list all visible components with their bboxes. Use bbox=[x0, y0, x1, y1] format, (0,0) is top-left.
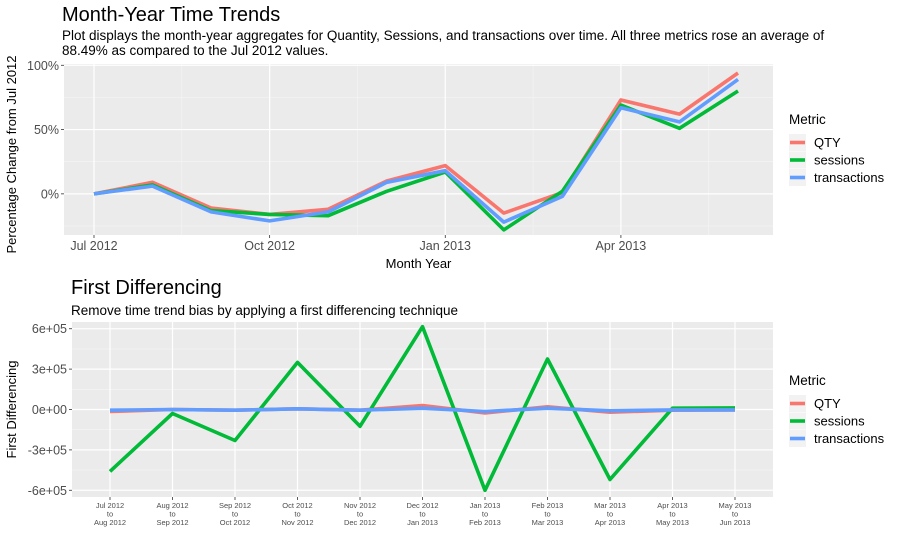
diff-x-tick-label: Feb 2013 bbox=[532, 501, 564, 510]
diff-x-tick-label: Jun 2013 bbox=[720, 518, 751, 527]
diff-x-tick-label: to bbox=[669, 510, 675, 519]
trend-chart-title: Month-Year Time Trends bbox=[62, 4, 280, 26]
trend-series-line-qty bbox=[93, 71, 740, 217]
trend-y-axis-title: Percentage Change from Jul 2012 bbox=[4, 55, 19, 253]
trend-legend-label: transactions bbox=[814, 170, 885, 185]
trend-x-tick-label: Jan 2013 bbox=[420, 239, 471, 253]
trend-x-tick-label: Jul 2012 bbox=[70, 239, 117, 253]
diff-legend-label: QTY bbox=[814, 396, 841, 411]
diff-y-axis-title: First Differencing bbox=[4, 360, 19, 458]
diff-x-tick-label: Jan 2013 bbox=[470, 501, 501, 510]
diff-x-tick-label: to bbox=[544, 510, 550, 519]
diff-x-tick-label: to bbox=[169, 510, 175, 519]
trend-legend: Metric QTY sessions transactions bbox=[789, 112, 885, 186]
diff-x-tick-label: to bbox=[357, 510, 363, 519]
diff-chart-subtitle: Remove time trend bias by applying a fir… bbox=[71, 303, 458, 318]
diff-x-tick-label: to bbox=[107, 510, 113, 519]
diff-series-line-transactions bbox=[109, 406, 735, 414]
diff-x-tick-label: Sep 2012 bbox=[156, 518, 188, 527]
diff-x-tick-label: Aug 2012 bbox=[156, 501, 188, 510]
diff-x-tick-label: to bbox=[482, 510, 488, 519]
diff-legend-label: sessions bbox=[814, 414, 865, 429]
diff-x-tick-label: Oct 2012 bbox=[220, 518, 250, 527]
trend-x-tick-label: Apr 2013 bbox=[596, 239, 647, 253]
trend-legend-label: QTY bbox=[814, 135, 841, 150]
trend-y-tick-label: 0% bbox=[41, 187, 59, 201]
trend-x-tick-label: Oct 2012 bbox=[244, 239, 295, 253]
diff-x-tick-label: Mar 2013 bbox=[532, 518, 564, 527]
trend-series-line-transactions bbox=[93, 77, 740, 224]
diff-x-tick-label: to bbox=[419, 510, 425, 519]
trend-y-tick-label: 100% bbox=[27, 59, 59, 73]
diff-x-tick-label: Nov 2012 bbox=[344, 501, 376, 510]
diff-series-line-sessions bbox=[108, 324, 736, 493]
diff-y-tick-label: -6e+05 bbox=[28, 484, 67, 498]
trend-x-axis-title: Month Year bbox=[386, 256, 452, 271]
trend-legend-title: Metric bbox=[789, 112, 826, 127]
diff-legend: Metric QTY sessions transactions bbox=[789, 373, 885, 447]
diff-x-tick-label: Feb 2013 bbox=[469, 518, 501, 527]
diff-x-tick-label: Aug 2012 bbox=[94, 518, 126, 527]
diff-x-tick-label: Jul 2012 bbox=[96, 501, 124, 510]
diff-x-tick-label: Oct 2012 bbox=[282, 501, 312, 510]
diff-y-tick-label: 0e+00 bbox=[32, 403, 67, 417]
diff-x-tick-label: May 2013 bbox=[656, 518, 689, 527]
diff-legend-label: transactions bbox=[814, 431, 885, 446]
diff-x-tick-label: to bbox=[732, 510, 738, 519]
diff-x-tick-label: Apr 2013 bbox=[595, 518, 625, 527]
diff-y-tick-label: 6e+05 bbox=[32, 322, 67, 336]
diff-chart-title: First Differencing bbox=[71, 277, 222, 299]
trend-chart-subtitle: 88.49% as compared to the Jul 2012 value… bbox=[62, 43, 328, 58]
diff-legend-title: Metric bbox=[789, 373, 826, 388]
diff-x-tick-label: May 2013 bbox=[719, 501, 752, 510]
trend-plot-panel bbox=[64, 64, 773, 235]
trend-chart: Month-Year Time Trends Plot displays the … bbox=[4, 4, 885, 271]
diff-x-tick-label: Jan 2013 bbox=[407, 518, 438, 527]
diff-x-tick-label: to bbox=[294, 510, 300, 519]
diff-x-tick-label: Dec 2012 bbox=[344, 518, 376, 527]
trend-y-tick-label: 50% bbox=[34, 123, 59, 137]
trend-chart-subtitle: Plot displays the month-year aggregates … bbox=[62, 28, 824, 43]
diff-x-tick-label: Nov 2012 bbox=[281, 518, 313, 527]
diff-x-tick-label: Sep 2012 bbox=[219, 501, 251, 510]
diff-x-tick-label: Apr 2013 bbox=[657, 501, 687, 510]
diff-y-tick-label: 3e+05 bbox=[32, 363, 67, 377]
diff-x-tick-label: to bbox=[607, 510, 613, 519]
diff-x-tick-label: Mar 2013 bbox=[594, 501, 626, 510]
diff-chart: First Differencing Remove time trend bias… bbox=[4, 277, 885, 527]
trend-legend-label: sessions bbox=[814, 153, 865, 168]
diff-x-tick-label: Dec 2012 bbox=[406, 501, 438, 510]
diff-y-tick-label: -3e+05 bbox=[28, 443, 67, 457]
diff-x-tick-label: to bbox=[232, 510, 238, 519]
